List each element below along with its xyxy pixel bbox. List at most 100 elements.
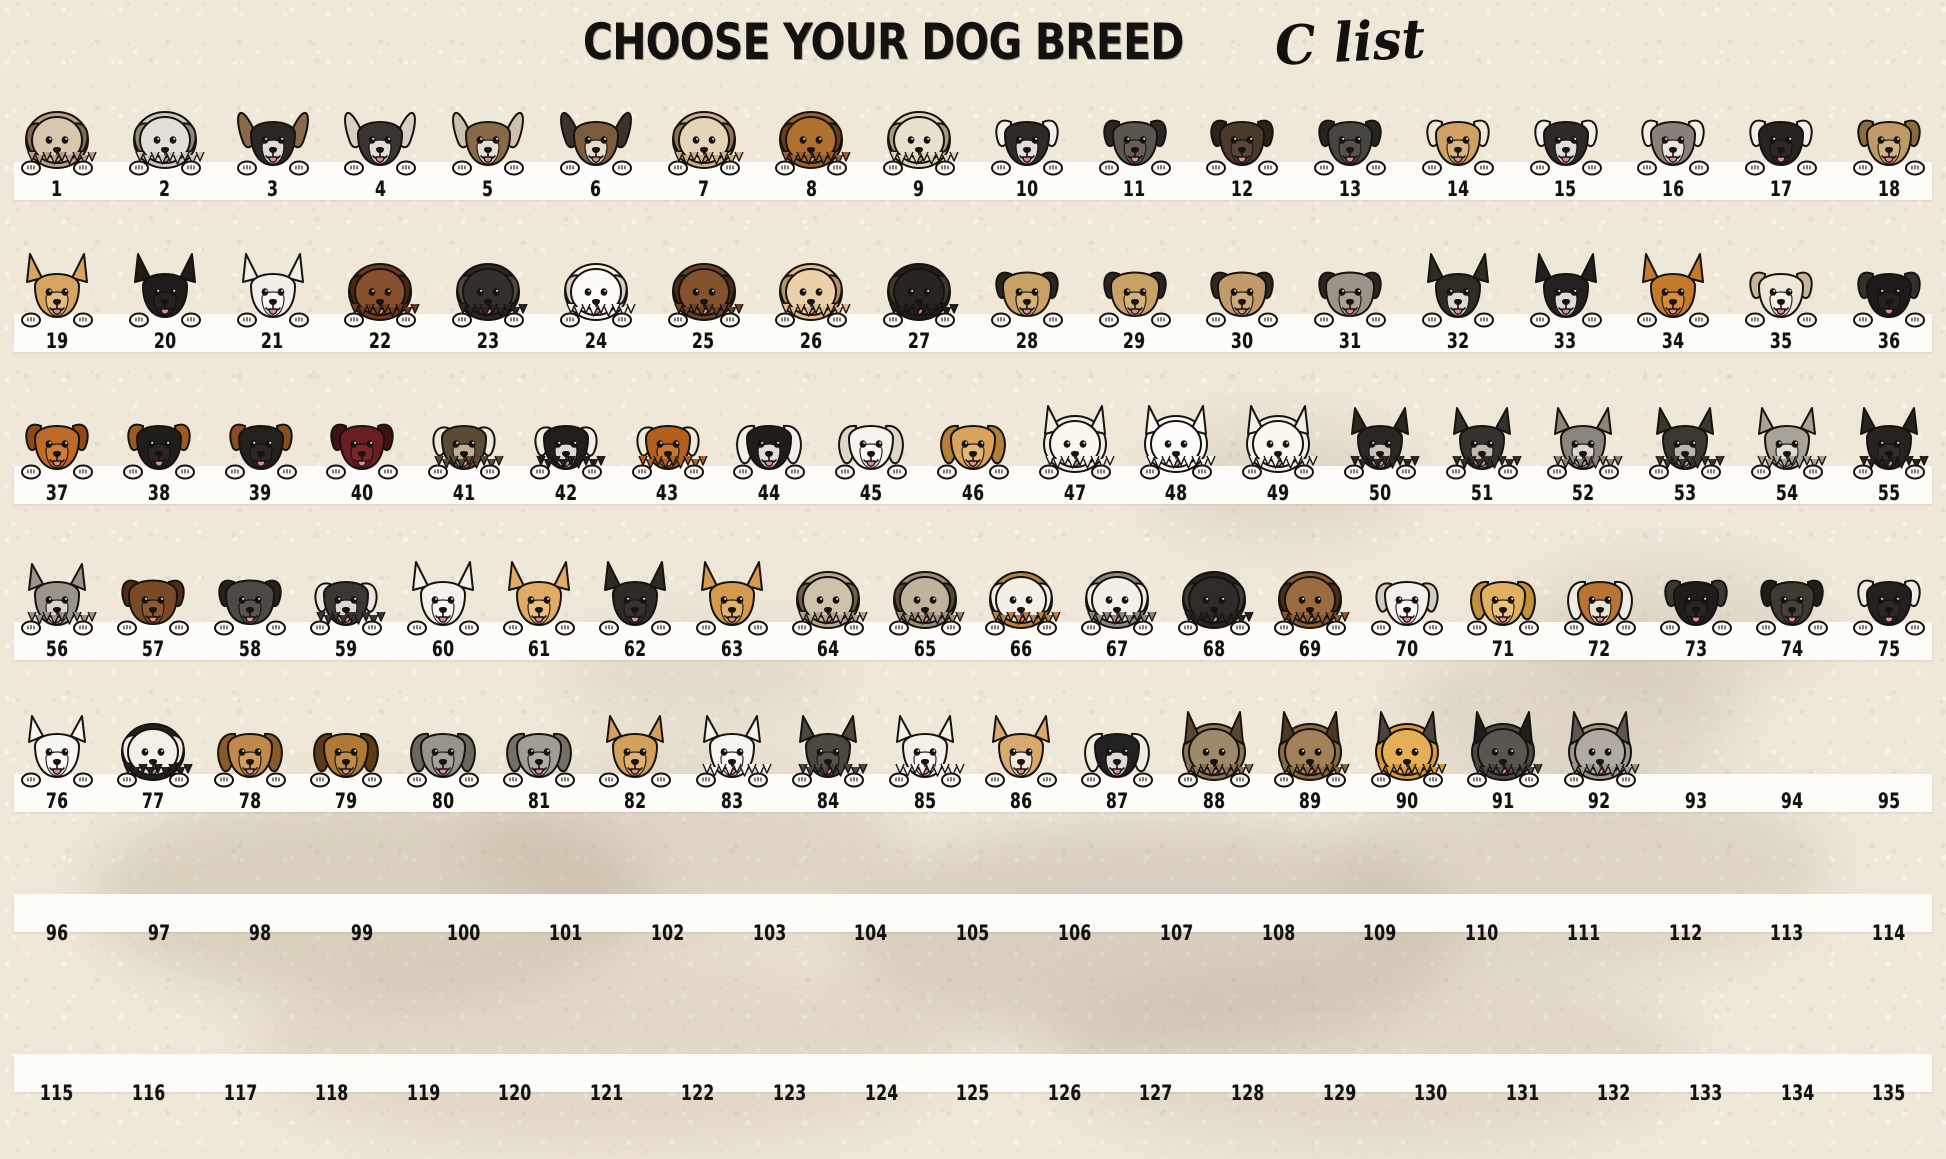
breed-item-93[interactable]: 93 (1653, 786, 1739, 812)
dog-breed-icon[interactable] (303, 702, 389, 788)
breed-item-26[interactable]: 26 (768, 242, 854, 352)
breed-item-67[interactable]: 67 (1074, 550, 1160, 660)
dog-breed-icon[interactable] (1415, 242, 1501, 328)
dog-breed-icon[interactable] (1074, 550, 1160, 636)
breed-item-119[interactable]: 119 (380, 1078, 466, 1104)
breed-item-114[interactable]: 114 (1846, 918, 1932, 944)
breed-item-117[interactable]: 117 (197, 1078, 283, 1104)
dog-breed-icon[interactable] (1415, 90, 1501, 176)
breed-item-3[interactable]: 3 (230, 90, 316, 200)
dog-breed-icon[interactable] (230, 242, 316, 328)
dog-breed-icon[interactable] (421, 394, 507, 480)
breed-item-71[interactable]: 71 (1460, 550, 1546, 660)
breed-item-120[interactable]: 120 (472, 1078, 558, 1104)
breed-item-100[interactable]: 100 (421, 918, 507, 944)
breed-item-113[interactable]: 113 (1744, 918, 1830, 944)
breed-item-42[interactable]: 42 (523, 394, 609, 504)
breed-item-116[interactable]: 116 (106, 1078, 192, 1104)
dog-breed-icon[interactable] (337, 90, 423, 176)
breed-item-35[interactable]: 35 (1738, 242, 1824, 352)
breed-item-56[interactable]: 56 (14, 550, 100, 660)
breed-item-2[interactable]: 2 (122, 90, 208, 200)
breed-item-4[interactable]: 4 (337, 90, 423, 200)
breed-item-97[interactable]: 97 (116, 918, 202, 944)
breed-item-36[interactable]: 36 (1846, 242, 1932, 352)
breed-item-34[interactable]: 34 (1630, 242, 1716, 352)
dog-breed-icon[interactable] (207, 702, 293, 788)
breed-item-96[interactable]: 96 (14, 918, 100, 944)
dog-breed-icon[interactable] (14, 394, 100, 480)
breed-item-59[interactable]: 59 (303, 550, 389, 660)
dog-breed-icon[interactable] (14, 90, 100, 176)
breed-item-25[interactable]: 25 (661, 242, 747, 352)
breed-item-18[interactable]: 18 (1846, 90, 1932, 200)
dog-breed-icon[interactable] (400, 550, 486, 636)
dog-breed-icon[interactable] (978, 550, 1064, 636)
dog-breed-icon[interactable] (592, 702, 678, 788)
breed-item-57[interactable]: 57 (110, 550, 196, 660)
breed-item-75[interactable]: 75 (1846, 550, 1932, 660)
breed-item-46[interactable]: 46 (930, 394, 1016, 504)
dog-breed-icon[interactable] (785, 550, 871, 636)
breed-item-47[interactable]: 47 (1032, 394, 1118, 504)
dog-breed-icon[interactable] (523, 394, 609, 480)
breed-item-69[interactable]: 69 (1267, 550, 1353, 660)
dog-breed-icon[interactable] (1630, 242, 1716, 328)
dog-breed-icon[interactable] (661, 90, 747, 176)
breed-item-60[interactable]: 60 (400, 550, 486, 660)
breed-item-94[interactable]: 94 (1749, 786, 1835, 812)
breed-item-89[interactable]: 89 (1267, 702, 1353, 812)
dog-breed-icon[interactable] (1744, 394, 1830, 480)
breed-item-106[interactable]: 106 (1032, 918, 1118, 944)
dog-breed-icon[interactable] (1749, 550, 1835, 636)
dog-breed-icon[interactable] (1846, 242, 1932, 328)
breed-item-23[interactable]: 23 (445, 242, 531, 352)
breed-item-112[interactable]: 112 (1642, 918, 1728, 944)
breed-item-27[interactable]: 27 (876, 242, 962, 352)
dog-breed-icon[interactable] (1267, 550, 1353, 636)
dog-breed-icon[interactable] (876, 242, 962, 328)
breed-item-128[interactable]: 128 (1205, 1078, 1291, 1104)
dog-breed-icon[interactable] (110, 550, 196, 636)
dog-breed-icon[interactable] (14, 702, 100, 788)
breed-item-107[interactable]: 107 (1133, 918, 1219, 944)
breed-item-87[interactable]: 87 (1074, 702, 1160, 812)
dog-breed-icon[interactable] (1092, 90, 1178, 176)
dog-breed-icon[interactable] (1074, 702, 1160, 788)
breed-item-102[interactable]: 102 (625, 918, 711, 944)
dog-breed-icon[interactable] (1557, 702, 1643, 788)
dog-breed-icon[interactable] (1738, 242, 1824, 328)
dog-breed-icon[interactable] (984, 242, 1070, 328)
breed-item-110[interactable]: 110 (1439, 918, 1525, 944)
breed-item-129[interactable]: 129 (1296, 1078, 1382, 1104)
dog-breed-icon[interactable] (1267, 702, 1353, 788)
breed-item-135[interactable]: 135 (1846, 1078, 1932, 1104)
dog-breed-icon[interactable] (230, 90, 316, 176)
breed-item-95[interactable]: 95 (1846, 786, 1932, 812)
dog-breed-icon[interactable] (625, 394, 711, 480)
dog-breed-icon[interactable] (1032, 394, 1118, 480)
dog-breed-icon[interactable] (1846, 394, 1932, 480)
dog-breed-icon[interactable] (1653, 550, 1739, 636)
breed-item-126[interactable]: 126 (1022, 1078, 1108, 1104)
dog-breed-icon[interactable] (726, 394, 812, 480)
breed-item-105[interactable]: 105 (930, 918, 1016, 944)
dog-breed-icon[interactable] (689, 702, 775, 788)
breed-item-54[interactable]: 54 (1744, 394, 1830, 504)
breed-item-70[interactable]: 70 (1364, 550, 1450, 660)
breed-item-85[interactable]: 85 (882, 702, 968, 812)
breed-item-99[interactable]: 99 (319, 918, 405, 944)
breed-item-118[interactable]: 118 (289, 1078, 375, 1104)
breed-item-78[interactable]: 78 (207, 702, 293, 812)
breed-item-63[interactable]: 63 (689, 550, 775, 660)
breed-item-130[interactable]: 130 (1388, 1078, 1474, 1104)
dog-breed-icon[interactable] (337, 242, 423, 328)
breed-item-20[interactable]: 20 (122, 242, 208, 352)
dog-breed-icon[interactable] (400, 702, 486, 788)
dog-breed-icon[interactable] (1642, 394, 1728, 480)
breed-item-16[interactable]: 16 (1630, 90, 1716, 200)
breed-item-134[interactable]: 134 (1754, 1078, 1840, 1104)
dog-breed-icon[interactable] (1439, 394, 1525, 480)
breed-item-101[interactable]: 101 (523, 918, 609, 944)
breed-item-86[interactable]: 86 (978, 702, 1064, 812)
